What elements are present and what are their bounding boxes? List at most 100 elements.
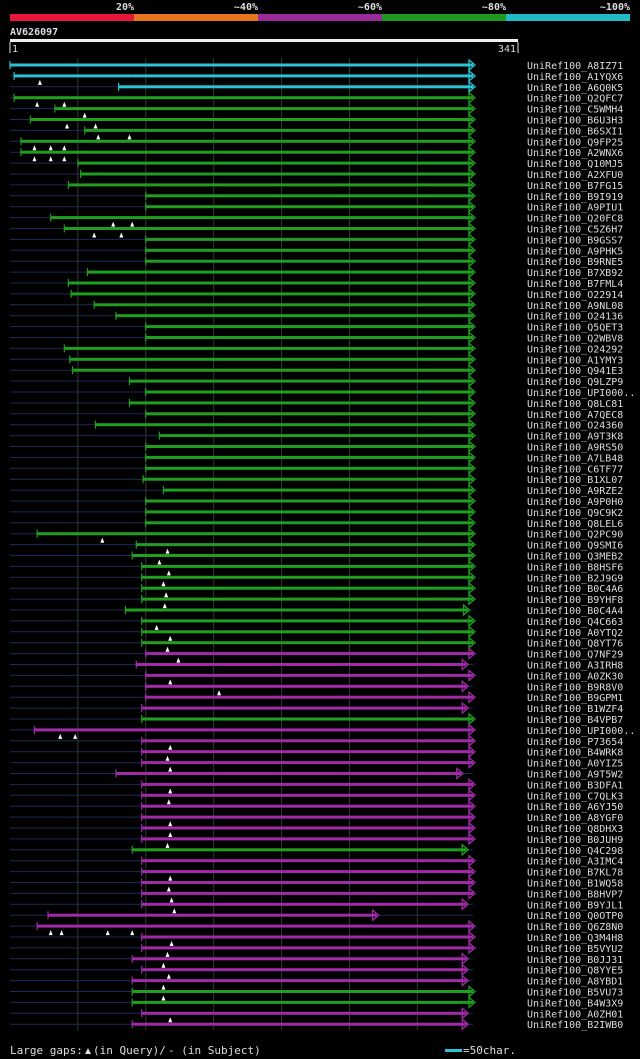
hit-segment[interactable] [141, 870, 474, 874]
hit-label[interactable]: UniRef100_A1YQX6 [527, 72, 623, 83]
hit-segment[interactable] [94, 303, 473, 307]
hit-label[interactable]: UniRef100_A0YIZ5 [527, 759, 623, 770]
hit-row[interactable]: UniRef100_A8YBD1 [10, 974, 623, 990]
hit-segment[interactable] [145, 684, 467, 688]
hit-row[interactable]: UniRef100_Q2QFC7 [10, 91, 623, 107]
hit-segment[interactable] [141, 750, 474, 754]
hit-label[interactable]: UniRef100_B4WRK8 [527, 748, 623, 759]
hit-row[interactable]: UniRef100_B7KL78 [10, 865, 623, 881]
hit-segment[interactable] [132, 1022, 467, 1026]
hit-label[interactable]: UniRef100_B4VPB7 [527, 715, 623, 726]
hit-row[interactable]: UniRef100_Q0OTP0 [10, 908, 623, 922]
hit-segment[interactable] [136, 543, 474, 547]
hit-row[interactable]: UniRef100_A9PHK5 [10, 243, 623, 257]
hit-segment[interactable] [145, 466, 473, 470]
hit-row[interactable]: UniRef100_Q8YYE5 [10, 963, 623, 979]
hit-label[interactable]: UniRef100_B6SXI1 [527, 126, 623, 137]
hit-label[interactable]: UniRef100_B8HSF6 [527, 562, 623, 573]
hit-segment[interactable] [14, 74, 133, 78]
hit-row[interactable]: UniRef100_Q8LC81 [10, 396, 623, 410]
hit-segment[interactable] [37, 924, 473, 928]
hit-segment[interactable] [141, 804, 474, 808]
hit-label[interactable]: UniRef100_Q8LEL6 [527, 519, 623, 530]
hit-row[interactable]: UniRef100_A9T5W2 [10, 767, 623, 781]
hit-label[interactable]: UniRef100_A7QEC8 [527, 410, 623, 421]
hit-segment[interactable] [145, 336, 473, 339]
hit-row[interactable]: UniRef100_Q3MEB2 [10, 549, 623, 565]
hit-label[interactable]: UniRef100_B1WZF4 [527, 704, 623, 715]
hit-row[interactable]: UniRef100_O22914 [10, 287, 623, 301]
hit-segment[interactable] [145, 194, 473, 198]
hit-label[interactable]: UniRef100_B2J9G9 [527, 573, 623, 584]
hit-segment[interactable] [159, 434, 473, 438]
hit-label[interactable]: UniRef100_A7LB48 [527, 453, 623, 464]
hit-label[interactable]: UniRef100_Q3MEB2 [527, 552, 623, 563]
hit-row[interactable]: UniRef100_Q9C9K2 [10, 505, 623, 519]
hit-label[interactable]: UniRef100_B0JUH9 [527, 835, 623, 846]
hit-label[interactable]: UniRef100_B0JJ31 [527, 955, 623, 966]
hit-row[interactable]: UniRef100_B9RNE5 [10, 254, 623, 268]
hit-segment[interactable] [68, 281, 474, 285]
hit-row[interactable]: UniRef100_A8IZ71 [9, 58, 623, 72]
hit-row[interactable]: UniRef100_B5VU73 [10, 985, 623, 1001]
hit-row[interactable]: UniRef100_C6TF77 [10, 461, 623, 475]
hit-segment[interactable] [84, 128, 473, 132]
hit-label[interactable]: UniRef100_C5Z6H7 [527, 225, 623, 236]
hit-row[interactable]: UniRef100_P73654 [10, 734, 623, 750]
hit-segment[interactable] [145, 521, 473, 525]
hit-row[interactable]: UniRef100_B4W3X9 [10, 996, 623, 1009]
hit-label[interactable]: UniRef100_B5VYU2 [527, 944, 623, 955]
hit-segment[interactable] [68, 183, 474, 187]
hit-row[interactable]: UniRef100_Q8YT76 [10, 636, 623, 652]
hit-row[interactable]: UniRef100_C5Z6H7 [10, 222, 623, 238]
hit-row[interactable]: UniRef100_B6U3H3 [10, 113, 623, 129]
hit-segment[interactable] [145, 499, 473, 503]
hit-segment[interactable] [129, 401, 473, 405]
hit-row[interactable]: UniRef100_B9YJL1 [10, 897, 623, 914]
hit-row[interactable]: UniRef100_C5WMH4 [10, 102, 623, 118]
hit-row[interactable]: UniRef100_B0C4A4 [10, 603, 623, 617]
hit-label[interactable]: UniRef100_B0C4A4 [527, 606, 623, 617]
hit-row[interactable]: UniRef100_Q9LZP9 [10, 374, 623, 388]
hit-segment[interactable] [145, 412, 473, 416]
hit-label[interactable]: UniRef100_Q2QFC7 [527, 94, 623, 105]
hit-label[interactable]: UniRef100_B5VU73 [527, 988, 623, 999]
hit-label[interactable]: UniRef100_Q8YYE5 [527, 966, 623, 977]
hit-segment[interactable] [95, 423, 474, 427]
hit-segment[interactable] [50, 216, 473, 220]
hit-row[interactable]: UniRef100_Q8LEL6 [10, 516, 623, 530]
hit-label[interactable]: UniRef100_B1XL07 [527, 475, 623, 486]
hit-row[interactable]: UniRef100_A0ZH01 [10, 1006, 623, 1023]
hit-label[interactable]: UniRef100_Q5QET3 [527, 323, 623, 334]
hit-segment[interactable] [136, 663, 467, 666]
hit-label[interactable]: UniRef100_A8IZ71 [527, 61, 623, 72]
hit-label[interactable]: UniRef100_B8HVP7 [527, 889, 623, 900]
hit-row[interactable]: UniRef100_Q2PC90 [10, 527, 623, 543]
hit-label[interactable]: UniRef100_B2IWB0 [527, 1020, 623, 1031]
hit-segment[interactable] [20, 139, 473, 143]
hit-label[interactable]: UniRef100_B9YJL1 [527, 900, 623, 911]
hit-label[interactable]: UniRef100_A3IMC4 [527, 857, 623, 868]
hit-label[interactable]: UniRef100_Q0OTP0 [527, 911, 623, 922]
hit-segment[interactable] [20, 150, 473, 154]
hit-label[interactable]: UniRef100_Q10MJ5 [527, 159, 623, 170]
hit-segment[interactable] [14, 96, 474, 100]
hit-row[interactable]: UniRef100_A9NL08 [10, 298, 623, 312]
hit-label[interactable]: UniRef100_C6TF77 [527, 464, 623, 475]
hit-label[interactable]: UniRef100_B7FG15 [527, 181, 623, 192]
hit-label[interactable]: UniRef100_B4W3X9 [527, 998, 623, 1009]
hit-row[interactable]: UniRef100_A9PIU1 [10, 200, 623, 214]
hit-label[interactable]: UniRef100_Q8LC81 [527, 399, 623, 410]
hit-row[interactable]: UniRef100_B9YHF8 [10, 592, 623, 609]
hit-row[interactable]: UniRef100_Q3M4H8 [10, 930, 623, 946]
hit-segment[interactable] [141, 826, 474, 830]
hit-segment[interactable] [48, 913, 377, 917]
hit-segment[interactable] [145, 390, 473, 394]
hit-label[interactable]: UniRef100_B9YHF8 [527, 595, 623, 606]
hit-segment[interactable] [37, 532, 146, 536]
hit-segment[interactable] [141, 1011, 467, 1015]
hit-label[interactable]: UniRef100_A0ZK30 [527, 671, 623, 682]
hit-row[interactable]: UniRef100_B0C4A6 [10, 581, 623, 598]
hit-label[interactable]: UniRef100_Q4C298 [527, 846, 623, 857]
hit-label[interactable]: UniRef100_B9GPM1 [527, 693, 623, 704]
